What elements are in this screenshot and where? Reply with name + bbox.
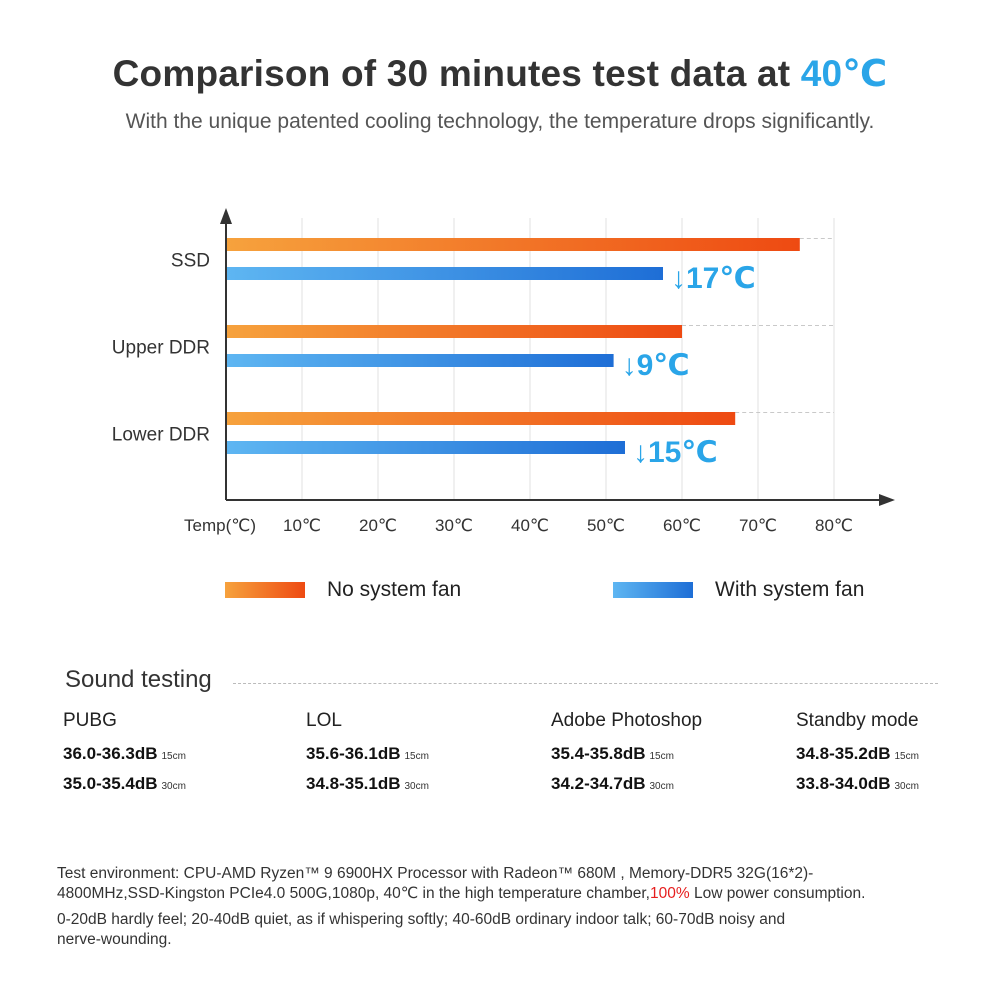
sound-divider (233, 683, 938, 684)
x-tick-label: 30℃ (435, 516, 473, 535)
env-highlight: 100% (649, 885, 690, 902)
category-label: Lower DDR (112, 425, 210, 446)
db-value: 34.8-35.2dB (796, 744, 891, 763)
distance: 15cm (894, 751, 919, 762)
sound-column-pubg: PUBG 36.0-36.3dB 15cm 35.0-35.4dB 30cm (63, 710, 293, 800)
bar-with-fan (226, 441, 625, 454)
db-value: 34.2-34.7dB (551, 774, 646, 793)
page-title: Comparison of 30 minutes test data at 40… (0, 52, 1000, 95)
distance: 15cm (649, 751, 674, 762)
db-value: 35.4-35.8dB (551, 744, 646, 763)
bar-no-fan (226, 412, 736, 425)
legend-no-fan: No system fan (225, 574, 461, 606)
distance: 15cm (161, 751, 186, 762)
env-line-2-a: 4800MHz,SSD-Kingston PCIe4.0 500G,1080p,… (57, 885, 650, 902)
sound-column-name: Adobe Photoshop (551, 710, 703, 731)
noise-line-2: nerve-wounding. (57, 931, 172, 948)
category-label: Upper DDR (112, 338, 210, 359)
env-line-1: Test environment: CPU-AMD Ryzen™ 9 6900H… (57, 865, 814, 882)
legend-swatch-blue (613, 582, 693, 598)
x-tick-label: 80℃ (815, 516, 853, 535)
sound-testing-title: Sound testing (65, 666, 212, 693)
sound-row-15cm: 35.6-36.1dB 15cm (306, 744, 536, 770)
db-value: 36.0-36.3dB (63, 744, 158, 763)
env-line-2: 4800MHz,SSD-Kingston PCIe4.0 500G,1080p,… (57, 884, 957, 904)
title-main: Comparison of 30 minutes test data at (112, 53, 801, 94)
delta-label: ↓9℃ (622, 349, 690, 382)
db-value: 33.8-34.0dB (796, 774, 891, 793)
bar-no-fan (226, 325, 682, 338)
x-tick-label: 60℃ (663, 516, 701, 535)
bar-with-fan (226, 267, 663, 280)
sound-row-30cm: 35.0-35.4dB 30cm (63, 774, 293, 800)
temperature-bar-chart: SSD ↓17℃ Upper DDR ↓9℃ Lower DDR ↓15℃ Temp(℃) 1… (112, 208, 895, 535)
x-tick-label: 10℃ (283, 516, 321, 535)
sound-column-name: Standby mode (796, 710, 919, 731)
sound-column-name: PUBG (63, 710, 117, 731)
noise-line-1: 0-20dB hardly feel; 20-40dB quiet, as if… (57, 911, 786, 928)
db-value: 34.8-35.1dB (306, 774, 401, 793)
sound-row-30cm: 34.2-34.7dB 30cm (551, 774, 781, 800)
title-highlight: 40℃ (800, 53, 888, 94)
legend-with-fan: With system fan (613, 574, 864, 606)
x-axis-arrow (879, 494, 895, 506)
sound-row-15cm: 35.4-35.8dB 15cm (551, 744, 781, 770)
bar-no-fan (226, 238, 800, 251)
legend-swatch-orange (225, 582, 305, 598)
x-axis-title: Temp(℃) (184, 516, 256, 535)
test-environment-note: Test environment: CPU-AMD Ryzen™ 9 6900H… (57, 864, 957, 904)
y-axis-arrow (220, 208, 232, 224)
distance: 30cm (649, 781, 674, 792)
sound-row-30cm: 34.8-35.1dB 30cm (306, 774, 536, 800)
sound-column-lol: LOL 35.6-36.1dB 15cm 34.8-35.1dB 30cm (306, 710, 536, 800)
env-line-2-b: Low power consumption. (689, 885, 866, 902)
distance: 30cm (161, 781, 186, 792)
sound-column-photoshop: Adobe Photoshop 35.4-35.8dB 15cm 34.2-34.… (551, 710, 781, 800)
noise-level-note: 0-20dB hardly feel; 20-40dB quiet, as if… (57, 910, 957, 950)
page-subtitle: With the unique patented cooling technol… (125, 110, 875, 133)
sound-column-name: LOL (306, 710, 342, 731)
x-tick-label: 20℃ (359, 516, 397, 535)
delta-label: ↓17℃ (671, 262, 756, 295)
x-tick-label: 70℃ (739, 516, 777, 535)
legend-label-with-fan: With system fan (715, 578, 865, 601)
category-label: SSD (171, 251, 210, 272)
db-value: 35.0-35.4dB (63, 774, 158, 793)
sound-row-15cm: 34.8-35.2dB 15cm (796, 744, 1000, 770)
distance: 15cm (404, 751, 429, 762)
sound-column-standby: Standby mode 34.8-35.2dB 15cm 33.8-34.0dB… (796, 710, 1000, 800)
distance: 30cm (894, 781, 919, 792)
x-tick-label: 40℃ (511, 516, 549, 535)
sound-row-15cm: 36.0-36.3dB 15cm (63, 744, 293, 770)
delta-label: ↓15℃ (633, 436, 718, 469)
legend-label-no-fan: No system fan (327, 578, 462, 601)
db-value: 35.6-36.1dB (306, 744, 401, 763)
distance: 30cm (404, 781, 429, 792)
x-tick-label: 50℃ (587, 516, 625, 535)
bar-with-fan (226, 354, 614, 367)
sound-row-30cm: 33.8-34.0dB 30cm (796, 774, 1000, 800)
